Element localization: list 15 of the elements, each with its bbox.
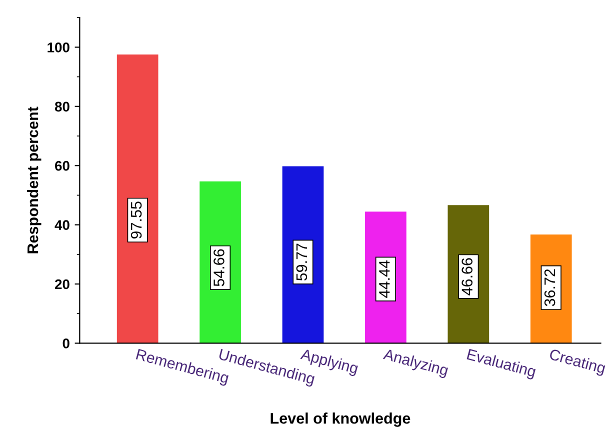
data-label: 44.44 (379, 260, 390, 298)
data-label: 97.55 (130, 202, 142, 239)
data-label: 46.66 (462, 258, 473, 296)
y-tick-label: 100 (48, 42, 70, 52)
y-tick-label: 60 (55, 160, 70, 171)
y-axis-title: Respondent percent (27, 106, 42, 254)
bar (116, 54, 158, 344)
y-tick-label: 0 (62, 338, 70, 348)
y-tick-label: 80 (54, 102, 70, 112)
data-label: 54.66 (214, 249, 224, 286)
y-tick-label: 20 (55, 279, 70, 290)
data-label: 36.72 (544, 269, 556, 306)
x-axis-title: Level of knowledge (270, 412, 410, 427)
y-tick-label: 40 (54, 220, 70, 230)
data-label: 59.77 (296, 244, 308, 281)
